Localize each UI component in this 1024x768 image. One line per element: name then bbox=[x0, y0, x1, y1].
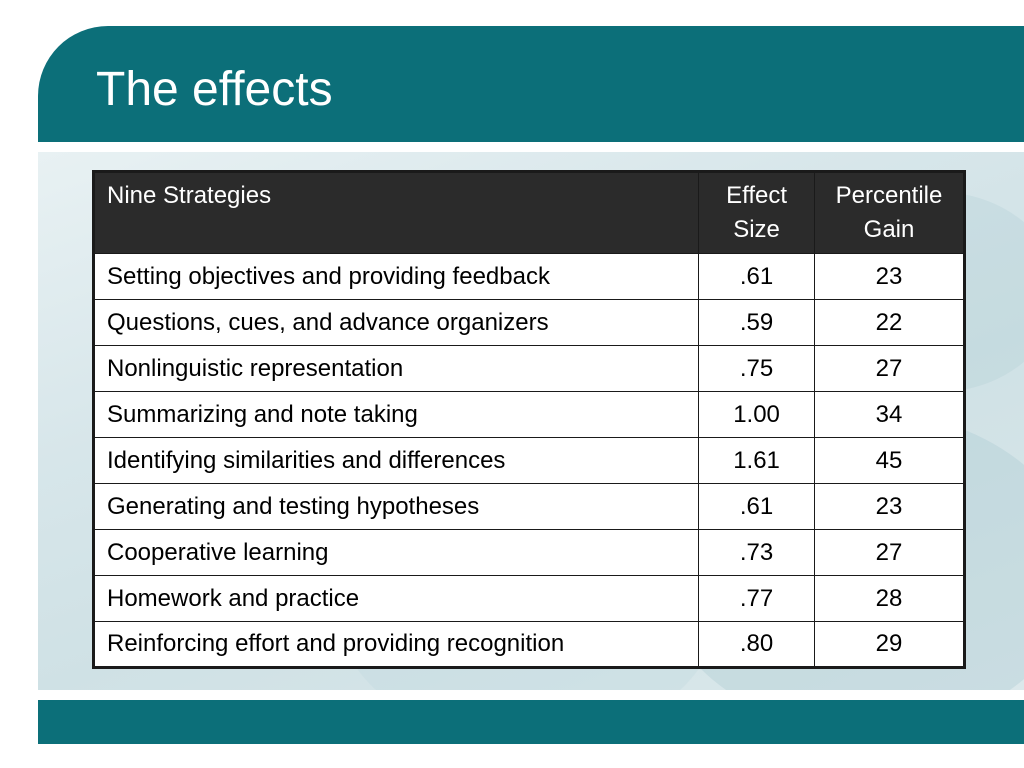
percentile-gain-cell: 23 bbox=[814, 253, 966, 300]
strategy-cell: Summarizing and note taking bbox=[91, 391, 700, 438]
percentile-gain-cell: 23 bbox=[814, 483, 966, 530]
effect-size-cell: .61 bbox=[698, 253, 816, 300]
percentile-gain-cell: 27 bbox=[814, 345, 966, 392]
effect-size-cell: .61 bbox=[698, 483, 816, 530]
footer-bar bbox=[38, 700, 1024, 744]
percentile-gain-cell: 45 bbox=[814, 437, 966, 484]
strategy-cell: Reinforcing effort and providing recogni… bbox=[91, 621, 700, 669]
strategy-cell: Generating and testing hypotheses bbox=[91, 483, 700, 530]
table-row: Setting objectives and providing feedbac… bbox=[91, 253, 966, 300]
table-row: Summarizing and note taking 1.00 34 bbox=[91, 391, 966, 438]
effect-size-cell: 1.61 bbox=[698, 437, 816, 484]
effect-size-cell: .73 bbox=[698, 529, 816, 576]
strategy-cell: Cooperative learning bbox=[91, 529, 700, 576]
effect-size-cell: .80 bbox=[698, 621, 816, 669]
table-row: Identifying similarities and differences… bbox=[91, 437, 966, 484]
percentile-gain-cell: 34 bbox=[814, 391, 966, 438]
header-nine-strategies: Nine Strategies bbox=[91, 170, 700, 254]
table-row: Nonlinguistic representation .75 27 bbox=[91, 345, 966, 392]
table-row: Generating and testing hypotheses .61 23 bbox=[91, 483, 966, 530]
percentile-gain-cell: 28 bbox=[814, 575, 966, 622]
percentile-gain-cell: 29 bbox=[814, 621, 966, 669]
effect-size-cell: .59 bbox=[698, 299, 816, 346]
percentile-gain-cell: 27 bbox=[814, 529, 966, 576]
title-bar bbox=[38, 26, 1024, 142]
percentile-gain-cell: 22 bbox=[814, 299, 966, 346]
strategy-cell: Setting objectives and providing feedbac… bbox=[91, 253, 700, 300]
table-row: Homework and practice .77 28 bbox=[91, 575, 966, 622]
strategy-cell: Nonlinguistic representation bbox=[91, 345, 700, 392]
strategy-cell: Questions, cues, and advance organizers bbox=[91, 299, 700, 346]
effect-size-cell: .75 bbox=[698, 345, 816, 392]
header-effect-size: Effect Size bbox=[698, 170, 816, 254]
effect-size-cell: .77 bbox=[698, 575, 816, 622]
header-percentile-gain: Percentile Gain bbox=[814, 170, 966, 254]
table-row: Reinforcing effort and providing recogni… bbox=[91, 621, 966, 669]
effect-size-cell: 1.00 bbox=[698, 391, 816, 438]
table-row: Cooperative learning .73 27 bbox=[91, 529, 966, 576]
strategies-table: Nine Strategies Effect Size Percentile Gai… bbox=[91, 170, 966, 669]
strategy-cell: Homework and practice bbox=[91, 575, 700, 622]
slide-title: The effects bbox=[96, 63, 333, 116]
table-row: Questions, cues, and advance organizers … bbox=[91, 299, 966, 346]
strategy-cell: Identifying similarities and differences bbox=[91, 437, 700, 484]
table-header-row: Nine Strategies Effect Size Percentile Gai… bbox=[91, 170, 966, 254]
